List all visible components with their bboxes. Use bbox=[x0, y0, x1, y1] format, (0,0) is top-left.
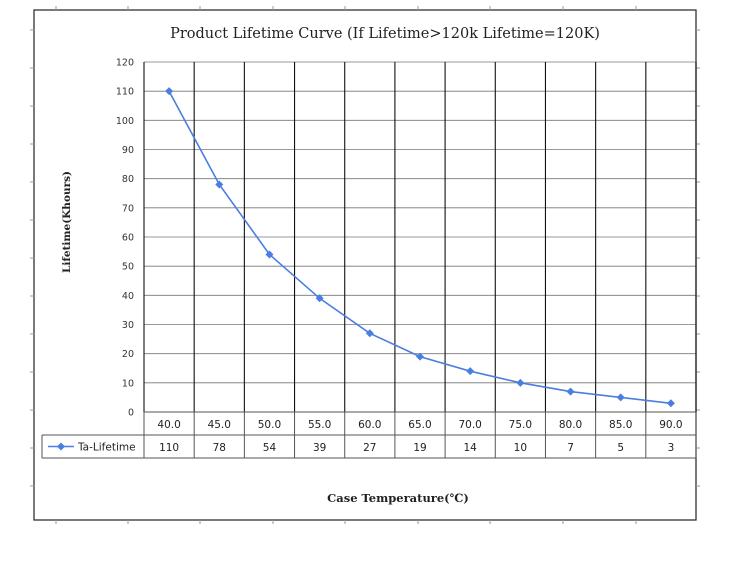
series-line bbox=[165, 87, 675, 408]
data-table-value: 110 bbox=[159, 442, 179, 454]
data-point bbox=[165, 87, 174, 96]
data-table-value: 78 bbox=[213, 442, 226, 454]
data-table-value: 3 bbox=[668, 442, 675, 454]
x-tick-label: 90.0 bbox=[659, 419, 682, 431]
x-tick-label: 55.0 bbox=[308, 419, 331, 431]
x-tick-label: 70.0 bbox=[458, 419, 481, 431]
x-tick-label: 60.0 bbox=[358, 419, 381, 431]
y-tick-label: 110 bbox=[116, 87, 134, 98]
data-table-value: 39 bbox=[313, 442, 326, 454]
x-tick-label: 65.0 bbox=[408, 419, 431, 431]
data-point bbox=[566, 387, 575, 396]
y-tick-label: 50 bbox=[122, 262, 134, 273]
y-tick-label: 10 bbox=[122, 378, 134, 389]
y-tick-label: 0 bbox=[128, 408, 134, 419]
y-tick-label: 80 bbox=[122, 174, 134, 185]
data-point bbox=[315, 294, 324, 303]
x-tick-label: 50.0 bbox=[258, 419, 281, 431]
x-tick-label: 80.0 bbox=[559, 419, 582, 431]
data-table-value: 14 bbox=[463, 442, 477, 454]
y-tick-label: 20 bbox=[122, 349, 134, 360]
x-tick-label: 85.0 bbox=[609, 419, 632, 431]
y-tick-label: 120 bbox=[116, 58, 134, 69]
x-tick-label: 75.0 bbox=[509, 419, 532, 431]
x-axis-title: Case Temperature(℃) bbox=[327, 491, 469, 505]
y-tick-label: 30 bbox=[122, 320, 134, 331]
data-table-value: 27 bbox=[363, 442, 376, 454]
legend-label: Ta-Lifetime bbox=[77, 442, 136, 454]
y-tick-label: 90 bbox=[122, 145, 134, 156]
y-tick-labels: 0 10 20 30 40 50 60 70 80 90 100 110 120 bbox=[116, 58, 134, 419]
y-tick-label: 40 bbox=[122, 291, 134, 302]
chart-title: Product Lifetime Curve (If Lifetime>120k… bbox=[170, 26, 600, 42]
legend-marker bbox=[57, 442, 65, 451]
x-tick-label: 45.0 bbox=[208, 419, 231, 431]
data-point bbox=[416, 352, 424, 361]
data-point bbox=[265, 250, 274, 259]
outer-ticks bbox=[30, 6, 700, 524]
data-point bbox=[466, 367, 475, 376]
y-axis-title: Lifetime(Khours) bbox=[61, 171, 73, 273]
data-table-value: 10 bbox=[514, 442, 527, 454]
grid bbox=[143, 61, 697, 413]
y-tick-label: 60 bbox=[122, 233, 134, 244]
data-point bbox=[616, 393, 625, 402]
data-point bbox=[215, 180, 224, 189]
data-table: 40.0 45.0 50.0 55.0 60.0 65.0 70.0 75.0 80.0 85.0… bbox=[41, 411, 697, 459]
data-table-value: 5 bbox=[617, 442, 624, 454]
x-tick-label: 40.0 bbox=[157, 419, 180, 431]
data-point bbox=[516, 378, 525, 387]
data-table-value: 19 bbox=[413, 442, 426, 454]
data-table-value: 54 bbox=[263, 442, 277, 454]
y-tick-label: 70 bbox=[122, 203, 134, 214]
y-tick-label: 100 bbox=[116, 116, 134, 127]
data-point bbox=[666, 399, 675, 408]
data-point bbox=[365, 329, 374, 338]
data-table-value: 7 bbox=[567, 442, 574, 454]
